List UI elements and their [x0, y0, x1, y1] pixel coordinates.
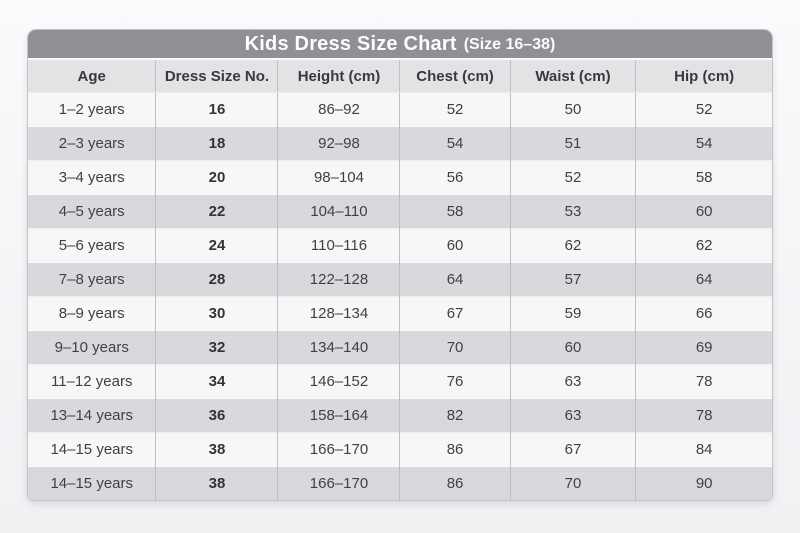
chest-cell: 56 [399, 160, 511, 195]
dress-size-cell: 36 [155, 398, 278, 433]
chest-cell: 52 [399, 92, 511, 127]
dress-size-cell: 20 [155, 160, 278, 195]
height-cell: 166–170 [277, 466, 400, 500]
height-cell: 104–110 [277, 194, 400, 229]
chest-cell: 86 [399, 432, 511, 467]
chest-cell: 64 [399, 262, 511, 297]
column-header-hip: Hip (cm) [635, 58, 772, 93]
table-row: 8–9 years 30 128–134 67 59 66 [28, 296, 772, 331]
waist-cell: 59 [509, 296, 636, 331]
height-cell: 166–170 [277, 432, 400, 467]
table-row: 7–8 years 28 122–128 64 57 64 [28, 262, 772, 297]
hip-cell: 78 [635, 364, 772, 399]
chest-cell: 82 [399, 398, 511, 433]
size-chart-card: Kids Dress Size Chart (Size 16–38) Age D… [28, 30, 772, 500]
height-cell: 110–116 [277, 228, 400, 263]
age-cell: 4–5 years [28, 194, 156, 229]
table-row: 5–6 years 24 110–116 60 62 62 [28, 228, 772, 263]
hip-cell: 78 [635, 398, 772, 433]
table-row: 14–15 years 38 166–170 86 70 90 [28, 466, 772, 500]
waist-cell: 51 [509, 126, 636, 161]
waist-cell: 57 [509, 262, 636, 297]
chest-cell: 86 [399, 466, 511, 500]
dress-size-cell: 22 [155, 194, 278, 229]
dress-size-cell: 34 [155, 364, 278, 399]
hip-cell: 52 [635, 92, 772, 127]
hip-cell: 62 [635, 228, 772, 263]
dress-size-cell: 38 [155, 466, 278, 500]
height-cell: 92–98 [277, 126, 400, 161]
column-header-chest: Chest (cm) [399, 58, 511, 93]
chest-cell: 67 [399, 296, 511, 331]
height-cell: 146–152 [277, 364, 400, 399]
hip-cell: 66 [635, 296, 772, 331]
chest-cell: 60 [399, 228, 511, 263]
column-header-waist: Waist (cm) [509, 58, 636, 93]
column-header-age: Age [28, 58, 156, 93]
hip-cell: 60 [635, 194, 772, 229]
chest-cell: 58 [399, 194, 511, 229]
height-cell: 122–128 [277, 262, 400, 297]
hip-cell: 69 [635, 330, 772, 365]
age-cell: 11–12 years [28, 364, 156, 399]
dress-size-cell: 16 [155, 92, 278, 127]
dress-size-cell: 18 [155, 126, 278, 161]
hip-cell: 90 [635, 466, 772, 500]
table-row: 9–10 years 32 134–140 70 60 69 [28, 330, 772, 365]
waist-cell: 50 [509, 92, 636, 127]
waist-cell: 60 [509, 330, 636, 365]
age-cell: 14–15 years [28, 432, 156, 467]
dress-size-cell: 28 [155, 262, 278, 297]
age-cell: 3–4 years [28, 160, 156, 195]
header-row: Age Dress Size No. Height (cm) Chest (cm… [28, 58, 772, 93]
age-cell: 2–3 years [28, 126, 156, 161]
chart-title-bar: Kids Dress Size Chart (Size 16–38) [28, 30, 772, 58]
waist-cell: 70 [509, 466, 636, 500]
age-cell: 9–10 years [28, 330, 156, 365]
age-cell: 13–14 years [28, 398, 156, 433]
hip-cell: 58 [635, 160, 772, 195]
chest-cell: 54 [399, 126, 511, 161]
age-cell: 1–2 years [28, 92, 156, 127]
waist-cell: 52 [509, 160, 636, 195]
waist-cell: 63 [509, 364, 636, 399]
dress-size-cell: 38 [155, 432, 278, 467]
height-cell: 98–104 [277, 160, 400, 195]
height-cell: 128–134 [277, 296, 400, 331]
table-row: 11–12 years 34 146–152 76 63 78 [28, 364, 772, 399]
height-cell: 134–140 [277, 330, 400, 365]
table-row: 2–3 years 18 92–98 54 51 54 [28, 126, 772, 161]
table-row: 3–4 years 20 98–104 56 52 58 [28, 160, 772, 195]
column-header-dress-size: Dress Size No. [155, 58, 278, 93]
height-cell: 86–92 [277, 92, 400, 127]
column-header-height: Height (cm) [277, 58, 400, 93]
age-cell: 5–6 years [28, 228, 156, 263]
dress-size-cell: 24 [155, 228, 278, 263]
table-body: 1–2 years 16 86–92 52 50 52 2–3 years 18 92–98 54… [28, 92, 772, 500]
age-cell: 7–8 years [28, 262, 156, 297]
waist-cell: 67 [509, 432, 636, 467]
size-chart-table: Age Dress Size No. Height (cm) Chest (cm… [28, 58, 772, 500]
chart-title: Kids Dress Size Chart [244, 33, 457, 55]
table-row: 1–2 years 16 86–92 52 50 52 [28, 92, 772, 127]
chest-cell: 70 [399, 330, 511, 365]
hip-cell: 54 [635, 126, 772, 161]
dress-size-cell: 32 [155, 330, 278, 365]
waist-cell: 53 [509, 194, 636, 229]
table-row: 14–15 years 38 166–170 86 67 84 [28, 432, 772, 467]
table-row: 13–14 years 36 158–164 82 63 78 [28, 398, 772, 433]
age-cell: 8–9 years [28, 296, 156, 331]
chest-cell: 76 [399, 364, 511, 399]
hip-cell: 64 [635, 262, 772, 297]
height-cell: 158–164 [277, 398, 400, 433]
dress-size-cell: 30 [155, 296, 278, 331]
waist-cell: 63 [509, 398, 636, 433]
chart-title-size-range: (Size 16–38) [463, 35, 556, 53]
hip-cell: 84 [635, 432, 772, 467]
table-row: 4–5 years 22 104–110 58 53 60 [28, 194, 772, 229]
waist-cell: 62 [509, 228, 636, 263]
age-cell: 14–15 years [28, 466, 156, 500]
